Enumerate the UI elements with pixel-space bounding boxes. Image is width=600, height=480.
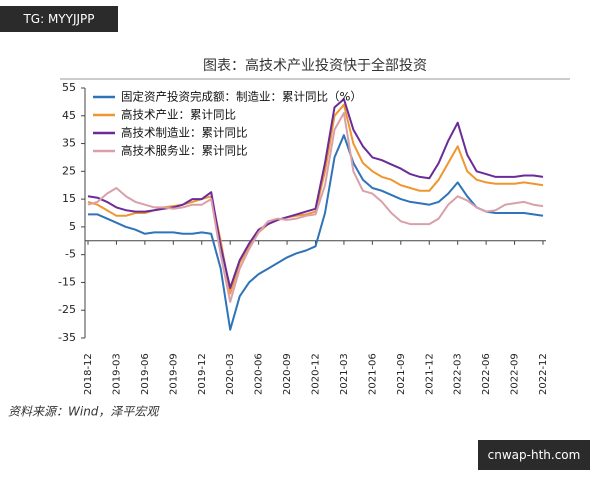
source-note: 资料来源：Wind，泽平宏观 (8, 405, 160, 419)
x-tick-label: 2019-12 (197, 353, 208, 395)
y-tick-label: 35 (62, 137, 76, 150)
x-tick-label: 2018-12 (83, 353, 94, 395)
x-tick-label: 2022-06 (481, 353, 492, 395)
legend-label: 高技术服务业：累计同比 (121, 144, 248, 158)
y-tick-label: 15 (62, 192, 76, 205)
x-tick-label: 2019-09 (168, 353, 179, 395)
legend-label: 高技术制造业：累计同比 (121, 126, 248, 140)
x-tick-label: 2020-09 (282, 353, 293, 395)
chart: 图表：高技术产业投资快于全部投资 资料来源：Wind，泽平宏观 55 45 35 25… (8, 57, 570, 419)
x-tick-label: 2020-12 (311, 353, 322, 395)
series-line (88, 134, 544, 331)
y-tick-label: 25 (62, 164, 76, 177)
x-tick-label: 2020-03 (225, 353, 236, 395)
y-tick-label: 45 (62, 109, 76, 122)
legend-label: 固定资产投资完成额：制造业：累计同比（%） (121, 90, 362, 104)
x-tick-label: 2021-09 (396, 353, 407, 395)
y-tick-label: -25 (58, 303, 76, 316)
y-tick-label: -15 (58, 275, 76, 288)
y-tick-label: -5 (65, 248, 76, 261)
x-tick-label: 2022-09 (510, 353, 521, 395)
series-line (87, 98, 544, 289)
watermark: TG: MYYJJPP (0, 6, 118, 32)
y-tick-label: 55 (62, 81, 76, 94)
y-tick-label: -35 (58, 331, 76, 344)
legend-label: 高技术产业：累计同比 (121, 108, 236, 122)
x-tick-label: 2019-06 (140, 353, 151, 395)
x-tick-label: 2021-12 (424, 353, 435, 395)
x-tick-label: 2022-03 (453, 353, 464, 395)
watermark: cnwap-hth.com (478, 440, 590, 470)
x-tick-label: 2021-06 (367, 353, 378, 395)
x-tick-label: 2020-06 (254, 353, 265, 395)
chart-title: 图表：高技术产业投资快于全部投资 (203, 57, 427, 74)
y-tick-label: 5 (69, 220, 76, 233)
x-tick-label: 2022-12 (538, 353, 549, 395)
series-line (87, 112, 544, 303)
x-tick-label: 2021-03 (339, 353, 350, 395)
x-tick-label: 2019-03 (111, 353, 122, 395)
